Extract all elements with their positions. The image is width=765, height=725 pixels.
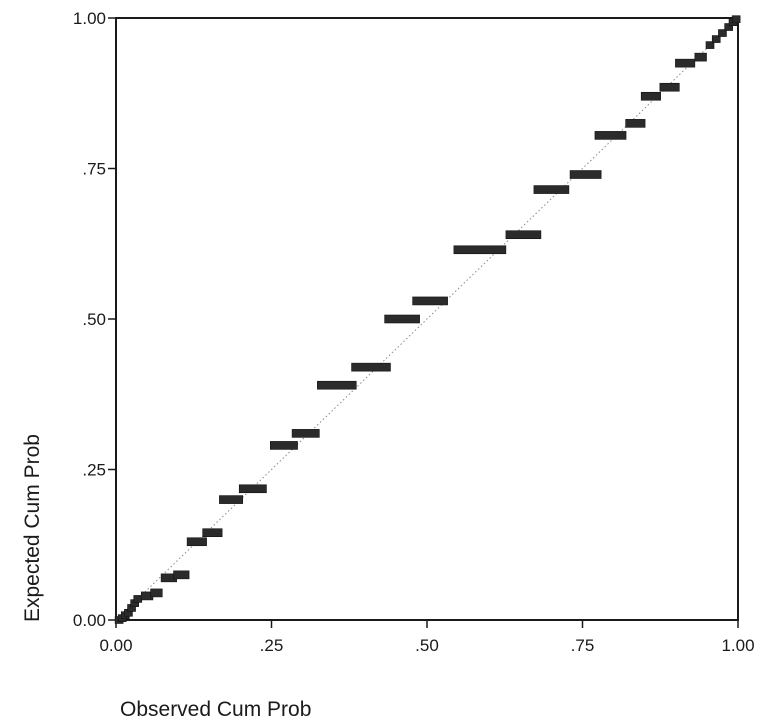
- data-point: [219, 495, 244, 504]
- data-point: [186, 537, 207, 547]
- x-axis-ticks: 0.00 .25 .50 .75 1.00: [99, 620, 755, 655]
- data-point: [133, 595, 143, 603]
- data-points: [114, 15, 741, 624]
- data-point: [291, 429, 320, 438]
- x-tick-label: 0.00: [99, 636, 132, 655]
- data-point: [694, 52, 707, 62]
- x-tick-label: .50: [415, 636, 439, 655]
- y-axis-title: Expected Cum Prob: [21, 434, 44, 622]
- data-point: [505, 230, 542, 240]
- data-point: [202, 528, 223, 538]
- data-point: [384, 314, 420, 324]
- data-point: [533, 185, 570, 194]
- data-point: [173, 570, 190, 580]
- x-axis-title: Observed Cum Prob: [120, 698, 311, 721]
- data-point: [659, 82, 680, 92]
- data-point: [705, 41, 715, 49]
- data-point: [718, 29, 727, 37]
- data-point: [569, 170, 602, 179]
- data-point: [731, 15, 741, 24]
- data-point: [412, 296, 448, 306]
- data-point: [317, 380, 357, 390]
- y-axis-ticks: 0.00 .25 .50 .75 1.00: [73, 9, 116, 630]
- data-point: [270, 441, 298, 450]
- data-point: [640, 91, 661, 101]
- x-tick-label: .25: [260, 636, 284, 655]
- data-point: [675, 58, 696, 68]
- y-tick-label: .75: [82, 160, 106, 179]
- x-tick-label: .75: [571, 636, 595, 655]
- data-point: [711, 35, 721, 43]
- data-point: [238, 484, 267, 494]
- data-point: [453, 245, 507, 255]
- x-tick-label: 1.00: [721, 636, 754, 655]
- data-point: [351, 362, 391, 372]
- y-tick-label: 1.00: [73, 9, 106, 28]
- data-point: [594, 131, 627, 140]
- y-tick-label: 0.00: [73, 611, 106, 630]
- data-point: [150, 588, 163, 598]
- y-tick-label: .50: [82, 310, 106, 329]
- y-tick-label: .25: [82, 461, 106, 480]
- data-point: [724, 23, 733, 31]
- reference-diagonal-line: [115, 17, 739, 621]
- data-point: [625, 119, 646, 128]
